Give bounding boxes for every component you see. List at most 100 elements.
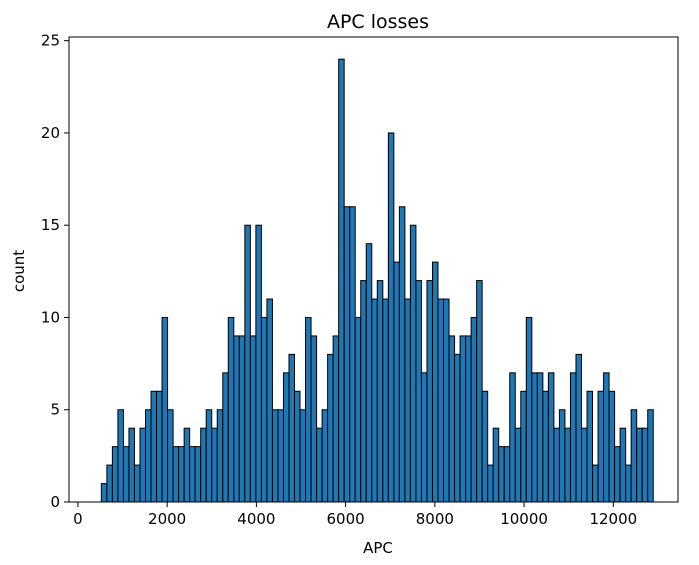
histogram-bar: [387, 132, 395, 503]
histogram-bar: [133, 464, 141, 503]
y-tick-label: 10: [41, 308, 60, 326]
histogram-bar: [564, 427, 571, 503]
histogram-bar: [641, 427, 649, 503]
histogram-bar: [194, 446, 202, 503]
histogram-bar: [144, 409, 152, 503]
histogram-bar: [150, 390, 158, 503]
histogram-bar: [647, 409, 654, 503]
histogram-bar: [227, 316, 235, 503]
histogram-bar: [222, 372, 229, 503]
histogram-bar: [266, 298, 273, 503]
histogram-bar: [332, 335, 340, 503]
histogram-bar: [106, 464, 113, 503]
histogram-bar: [316, 427, 323, 503]
x-tick-label: 10000: [500, 510, 548, 528]
histogram-bar: [498, 446, 505, 503]
histogram-bar: [509, 372, 516, 503]
histogram-bar: [569, 372, 577, 503]
histogram-bar: [338, 58, 345, 503]
histogram-bar: [244, 224, 251, 503]
histogram-bar: [459, 335, 467, 503]
y-tick-label: 20: [41, 124, 60, 142]
histogram-bar: [282, 372, 290, 503]
histogram-bar: [636, 427, 643, 503]
histogram-bar: [233, 335, 240, 503]
histogram-bar: [343, 206, 351, 503]
histogram-bar: [409, 224, 417, 503]
histogram-bar: [542, 390, 549, 503]
histogram-bar: [580, 427, 588, 503]
histogram-bar: [271, 409, 279, 503]
histogram-bar: [205, 409, 213, 503]
histogram-bar: [415, 280, 422, 503]
histogram-bar: [393, 261, 400, 503]
bars-group: [100, 58, 654, 503]
histogram-bar: [592, 464, 599, 503]
histogram-bar: [349, 206, 356, 503]
histogram-bar: [183, 427, 191, 503]
histogram-bar: [503, 446, 511, 503]
histogram-bar: [420, 372, 428, 503]
histogram-bar: [277, 409, 284, 503]
histogram-bar: [448, 335, 456, 503]
histogram-bar: [487, 464, 494, 503]
histogram-bar: [558, 409, 566, 503]
histogram-bar: [382, 298, 389, 503]
histogram-bar: [122, 446, 130, 503]
histogram-bar: [216, 409, 224, 503]
histogram-bar: [603, 372, 610, 503]
x-axis-ticks: 0 2000 4000 6000 8000 10000 12000: [73, 502, 637, 528]
histogram-bar: [299, 409, 307, 503]
histogram-bar: [172, 446, 180, 503]
histogram-bar: [189, 446, 196, 503]
histogram-bar: [614, 446, 621, 503]
histogram-bar: [294, 390, 301, 503]
histogram-bar: [111, 446, 119, 503]
histogram-bar: [156, 390, 163, 503]
histogram-bar: [128, 427, 135, 503]
y-tick-label: 0: [50, 493, 60, 511]
histogram-bar: [249, 335, 257, 503]
histogram-bar: [470, 316, 478, 503]
histogram-bar: [514, 427, 522, 503]
histogram-bar: [630, 409, 638, 503]
y-axis-label: count: [10, 250, 28, 292]
histogram-bar: [178, 446, 185, 503]
histogram-bar: [426, 280, 433, 503]
histogram-bar: [354, 316, 362, 503]
y-tick-label: 25: [41, 32, 60, 50]
histogram-bar: [625, 464, 632, 503]
histogram-bar: [238, 335, 246, 503]
histogram-bar: [327, 353, 334, 503]
histogram-bar: [404, 298, 411, 503]
y-tick-label: 15: [41, 216, 60, 234]
x-tick-label: 12000: [589, 510, 637, 528]
histogram-bar: [288, 353, 296, 503]
histogram-bar: [211, 427, 218, 503]
y-tick-label: 5: [50, 401, 60, 419]
histogram-bar: [117, 409, 124, 503]
histogram-bar: [321, 409, 329, 503]
histogram-bar: [586, 390, 594, 503]
histogram-bar: [476, 280, 483, 503]
x-axis-label: APC: [363, 539, 393, 557]
histogram-bar: [597, 390, 605, 503]
histogram-bar: [139, 427, 146, 503]
histogram-bar: [575, 353, 582, 503]
histogram-bar: [255, 224, 262, 503]
histogram-bar: [167, 409, 174, 503]
histogram-bar: [200, 427, 207, 503]
histogram-bar: [454, 353, 461, 503]
histogram-bar: [608, 390, 616, 503]
histogram-bar: [398, 206, 406, 503]
histogram-bar: [531, 372, 538, 503]
histogram-bar: [520, 390, 527, 503]
histogram-bar: [100, 483, 108, 503]
histogram-bar: [619, 427, 627, 503]
x-tick-label: 0: [73, 510, 83, 528]
histogram-bar: [465, 335, 472, 503]
histogram-bar: [525, 316, 533, 503]
histogram-bar: [437, 298, 445, 503]
x-tick-label: 8000: [416, 510, 454, 528]
